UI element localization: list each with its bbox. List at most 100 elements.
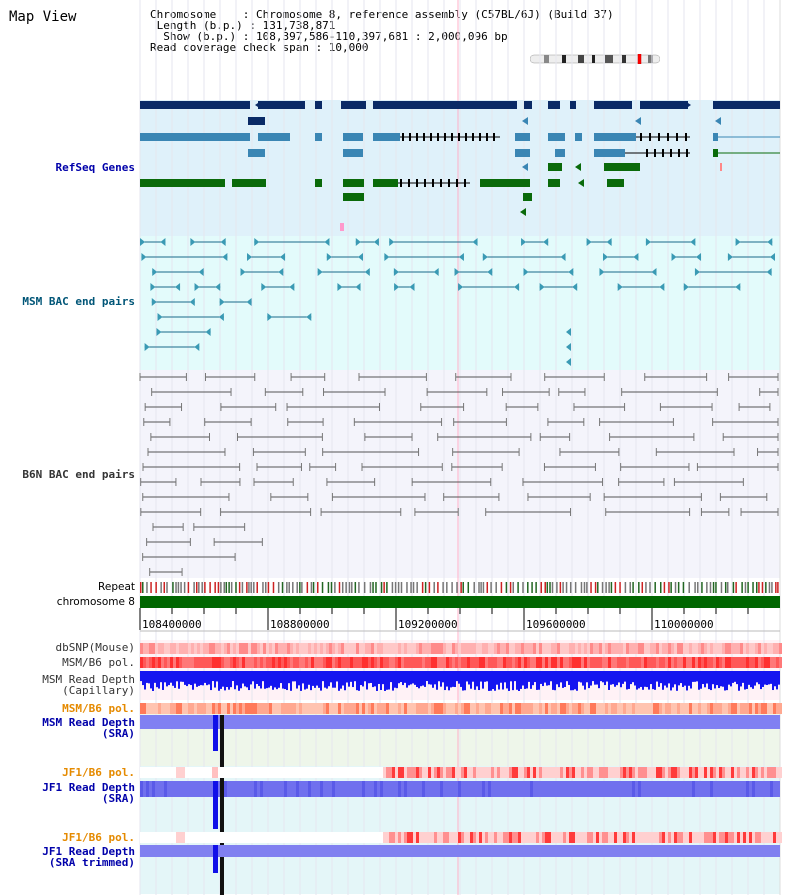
pol-cell xyxy=(548,703,551,714)
pol-cell xyxy=(725,643,728,654)
pol-cell xyxy=(572,657,575,668)
pol-cell xyxy=(515,832,518,843)
pol-cell xyxy=(371,703,374,714)
pol-cell xyxy=(365,703,368,714)
pol-cell xyxy=(185,767,188,778)
pol-cell xyxy=(494,832,497,843)
pol-cell xyxy=(359,832,362,843)
repeat-mark xyxy=(654,582,656,593)
chromosome-ideogram[interactable] xyxy=(530,54,660,64)
pol-cell xyxy=(158,832,161,843)
repeat-mark xyxy=(433,582,435,593)
b6n-bac-label[interactable]: B6N BAC end pairs xyxy=(22,468,135,481)
pol-cell xyxy=(467,832,470,843)
pol-cell xyxy=(629,657,632,668)
repeat-mark xyxy=(301,582,303,593)
pol-cell xyxy=(515,767,518,778)
pol-cell xyxy=(410,657,413,668)
repeat-mark xyxy=(228,582,230,593)
pol-cell xyxy=(620,657,623,668)
pol-cell xyxy=(755,643,758,654)
pol-cell xyxy=(179,643,182,654)
depth-bar xyxy=(372,671,374,688)
pol-cell xyxy=(470,767,473,778)
pol-cell xyxy=(164,703,167,714)
pol-cell xyxy=(767,703,770,714)
pol-cell xyxy=(608,657,611,668)
pol-cell xyxy=(611,703,614,714)
pol-cell xyxy=(332,832,335,843)
pol-cell xyxy=(401,767,404,778)
pol-cell xyxy=(743,767,746,778)
axis-label: 108400000 xyxy=(142,618,202,631)
pol-cell xyxy=(704,657,707,668)
pol-cell xyxy=(596,657,599,668)
depth-bar xyxy=(764,671,766,685)
depth-bar xyxy=(270,671,272,686)
pol-cell xyxy=(647,767,650,778)
bac-end xyxy=(337,283,343,291)
pol-cell xyxy=(413,643,416,654)
depth-bar xyxy=(768,671,770,685)
pol-cell xyxy=(749,832,752,843)
gene-arrow xyxy=(520,208,526,216)
pol-cell xyxy=(671,767,674,778)
depth-bar xyxy=(622,671,624,684)
pol-cell xyxy=(377,767,380,778)
pol-cell xyxy=(551,703,554,714)
pol-cell xyxy=(428,643,431,654)
msm-bac-label[interactable]: MSM BAC end pairs xyxy=(22,295,135,308)
depth-bar xyxy=(708,671,710,690)
depth-bar xyxy=(746,671,748,689)
bac-end xyxy=(482,253,488,261)
pol-cell xyxy=(464,767,467,778)
pol-cell xyxy=(296,703,299,714)
pol-cell xyxy=(599,703,602,714)
gene-exon xyxy=(493,133,495,141)
pol-cell xyxy=(245,703,248,714)
pol-cell xyxy=(632,657,635,668)
pol-cell xyxy=(509,767,512,778)
bac-end xyxy=(696,253,702,261)
pol-cell xyxy=(494,657,497,668)
pol-cell xyxy=(656,643,659,654)
pol-cell xyxy=(473,703,476,714)
pol-cell xyxy=(284,703,287,714)
pol-cell xyxy=(659,767,662,778)
pol-cell xyxy=(140,643,143,654)
bac-end xyxy=(487,268,493,276)
pol-cell xyxy=(530,657,533,668)
refseq-genes-label[interactable]: RefSeq Genes xyxy=(55,161,135,174)
pol-cell xyxy=(341,703,344,714)
pol-cell xyxy=(284,657,287,668)
repeat-mark xyxy=(619,582,621,593)
repeat-mark xyxy=(410,582,412,593)
pol-cell xyxy=(590,657,593,668)
bac-end xyxy=(560,253,566,261)
pol-cell xyxy=(710,767,713,778)
pol-cell xyxy=(575,643,578,654)
depth-bar xyxy=(574,671,576,690)
pol-cell xyxy=(278,703,281,714)
depth-bar xyxy=(206,671,208,686)
bac-end xyxy=(317,268,323,276)
pol-cell xyxy=(761,657,764,668)
pol-cell xyxy=(371,643,374,654)
pol-cell xyxy=(692,657,695,668)
pol-cell xyxy=(770,657,773,668)
pol-cell xyxy=(542,767,545,778)
pol-cell xyxy=(542,657,545,668)
pol-cell xyxy=(440,832,443,843)
pol-cell xyxy=(434,703,437,714)
pol-cell xyxy=(560,643,563,654)
pol-cell xyxy=(587,832,590,843)
depth-bar xyxy=(190,671,192,686)
repeat-mark xyxy=(235,582,237,593)
pol-cell xyxy=(716,643,719,654)
pol-cell xyxy=(518,767,521,778)
pol-cell xyxy=(680,767,683,778)
depth-bar xyxy=(200,671,202,686)
pol-cell xyxy=(653,643,656,654)
bac-end xyxy=(727,253,733,261)
